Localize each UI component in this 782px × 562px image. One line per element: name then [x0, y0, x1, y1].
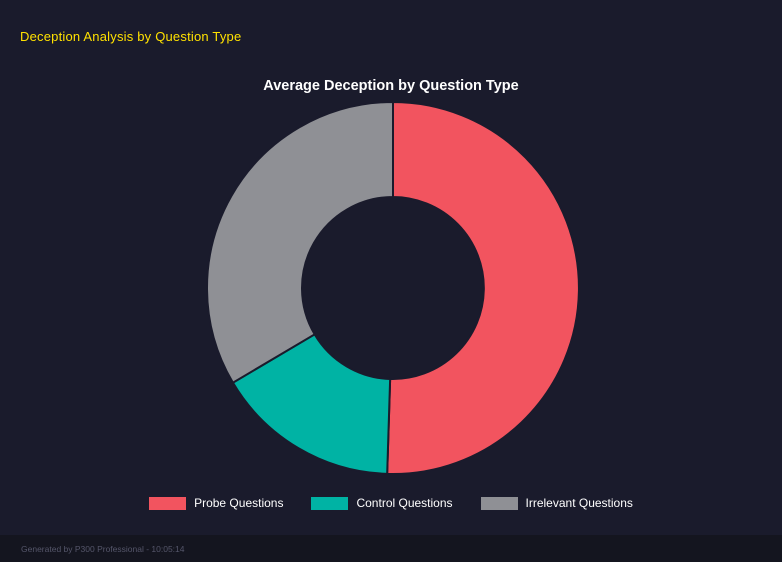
- donut-segment-probe-questions[interactable]: [386, 100, 580, 475]
- footer-text: Generated by P300 Professional - 10:05:1…: [21, 543, 185, 554]
- chart-legend: Probe Questions Control Questions Irreleva…: [0, 496, 782, 510]
- page-title: Deception Analysis by Question Type: [20, 29, 242, 44]
- legend-item-control-questions[interactable]: Control Questions: [311, 496, 453, 510]
- chart-title: Average Deception by Question Type: [263, 78, 519, 94]
- legend-swatch: [149, 496, 187, 510]
- donut-segment-control-questions[interactable]: [231, 332, 392, 475]
- footer-bar: Generated by P300 Professional - 10:05:1…: [0, 535, 782, 562]
- legend-swatch: [311, 496, 349, 510]
- legend-label: Control Questions: [356, 496, 453, 510]
- legend-label: Probe Questions: [194, 496, 284, 510]
- legend-item-probe-questions[interactable]: Probe Questions: [149, 496, 283, 510]
- legend-swatch: [480, 496, 518, 510]
- donut-chart: [206, 100, 580, 475]
- donut-segment-irrelevant-questions[interactable]: [206, 100, 394, 385]
- legend-label: Irrelevant Questions: [525, 496, 633, 510]
- legend-item-irrelevant-questions[interactable]: Irrelevant Questions: [480, 496, 633, 510]
